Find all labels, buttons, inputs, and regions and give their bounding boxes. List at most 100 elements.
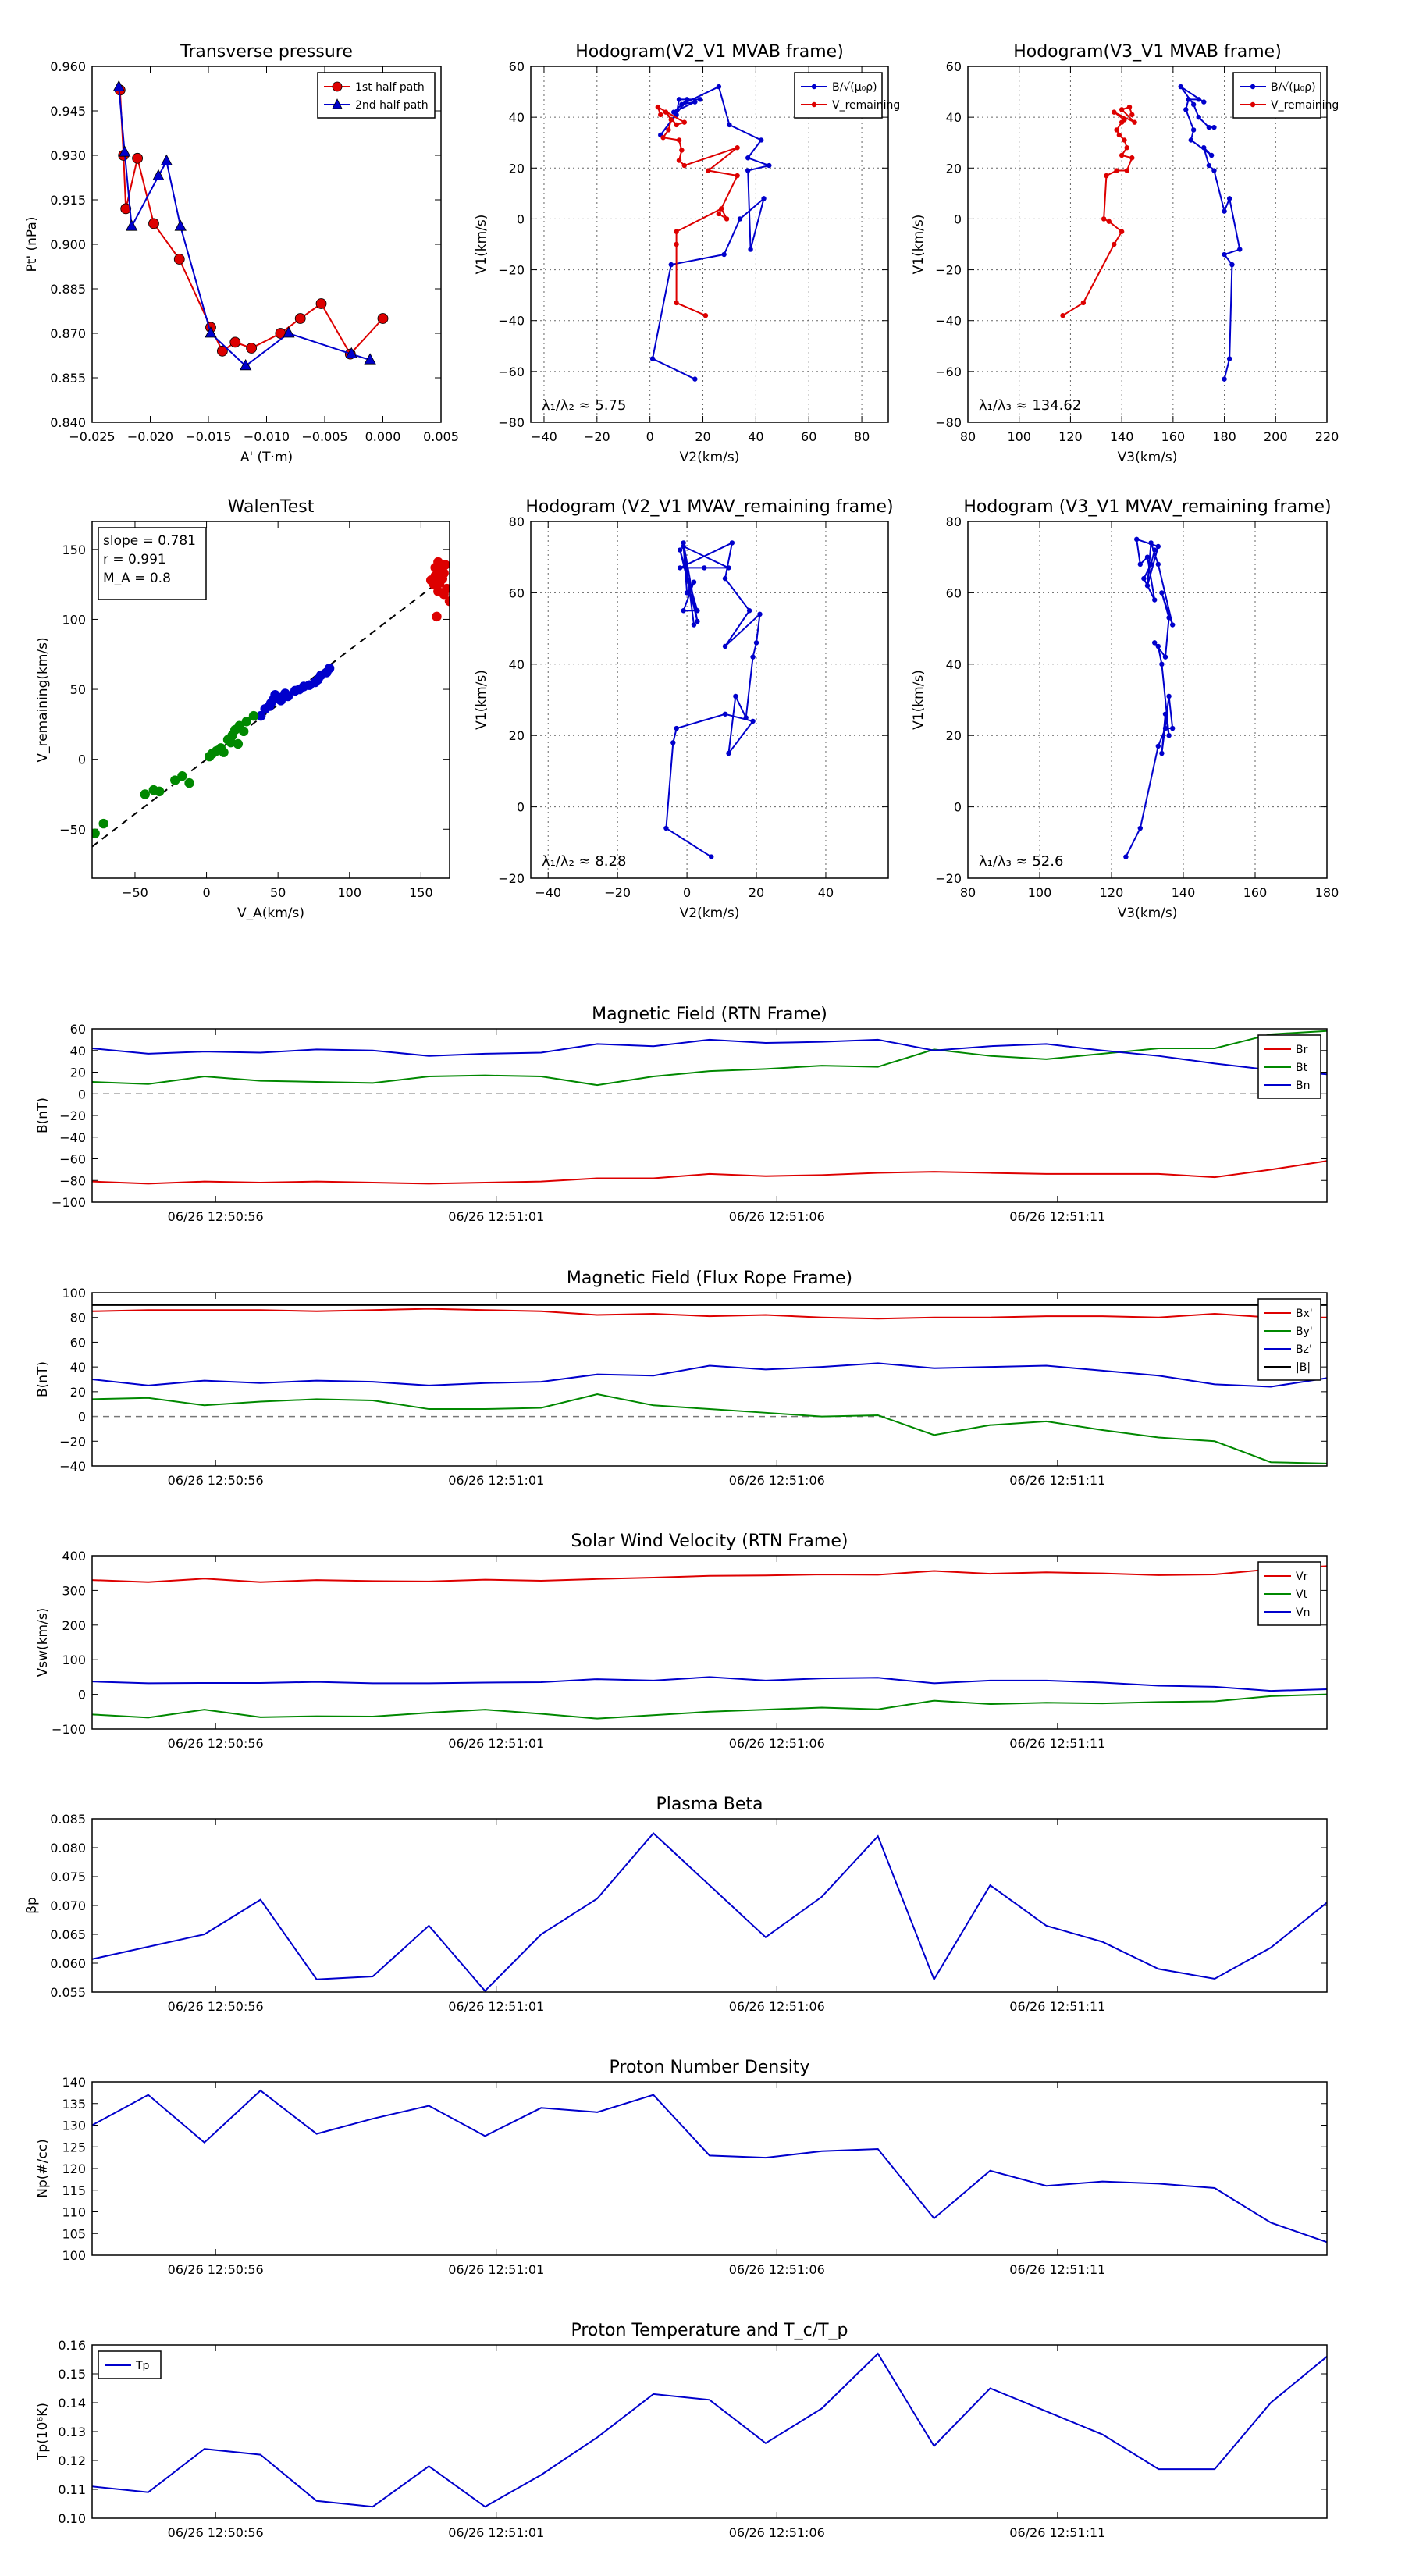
chart-title: Magnetic Field (Flux Rope Frame) [567, 1268, 852, 1288]
x-tick-label: −50 [122, 885, 148, 900]
data-point [229, 336, 241, 348]
data-point [1126, 104, 1133, 110]
x-tick-label: 06/26 12:51:06 [729, 1209, 825, 1224]
x-tick-label: 06/26 12:51:06 [729, 2262, 825, 2277]
y-tick-label: 0.065 [50, 1927, 86, 1942]
plot-frame [91, 1028, 1328, 1203]
y-tick-label: 80 [509, 514, 525, 529]
plot-area [649, 84, 772, 382]
series-line-vr [92, 1565, 1327, 1583]
plot-area [92, 557, 450, 848]
data-point [1201, 145, 1207, 151]
y-tick-label: −20 [59, 1434, 86, 1449]
plot-area [112, 80, 389, 371]
data-point [439, 568, 449, 578]
y-axis-label: V1(km/s) [474, 670, 489, 730]
y-tick-label: −40 [59, 1459, 86, 1474]
data-point [1159, 750, 1165, 756]
data-point [240, 358, 252, 371]
data-point [695, 608, 700, 614]
legend-label: 2nd half path [355, 99, 429, 112]
x-tick-label: −0.005 [301, 429, 347, 444]
data-point [743, 715, 749, 720]
chart-title: Solar Wind Velocity (RTN Frame) [571, 1532, 848, 1551]
y-tick-label: 60 [946, 59, 962, 74]
data-point [692, 99, 698, 105]
legend-marker [1250, 101, 1256, 108]
legend-marker [811, 101, 817, 108]
legend-label: Vt [1296, 1589, 1308, 1601]
x-tick-label: 20 [749, 885, 764, 900]
data-point [1141, 575, 1147, 582]
y-tick-label: 60 [509, 59, 525, 74]
x-tick-label: 06/26 12:51:06 [729, 1736, 825, 1751]
y-tick-label: 60 [70, 1335, 86, 1350]
data-point [1152, 597, 1158, 603]
y-tick-label: −60 [59, 1152, 86, 1167]
data-point [1114, 127, 1119, 133]
y-tick-label: 0.060 [50, 1956, 86, 1971]
chart-title: WalenTest [228, 497, 315, 517]
y-axis-label: V_remaining(km/s) [35, 637, 51, 762]
x-tick-label: 06/26 12:51:06 [729, 1473, 825, 1488]
x-axis-label: V3(km/s) [1118, 450, 1178, 465]
data-point [1226, 196, 1232, 201]
legend-label: Br [1296, 1044, 1308, 1056]
y-tick-label: 0.16 [58, 2338, 86, 2353]
data-point [112, 80, 125, 91]
data-point [1159, 590, 1165, 596]
x-tick-label: 06/26 12:51:01 [448, 1473, 544, 1488]
y-tick-label: 40 [946, 657, 962, 672]
y-tick-label: 20 [509, 161, 525, 176]
data-point [1124, 168, 1129, 173]
y-tick-label: 60 [946, 585, 962, 600]
data-point [1222, 208, 1227, 214]
y-tick-label: −20 [498, 263, 525, 278]
data-point [679, 148, 685, 153]
data-point [1222, 251, 1227, 258]
data-point [219, 747, 229, 757]
data-point [726, 565, 731, 571]
plot-frame [530, 521, 889, 879]
data-point [658, 112, 663, 118]
x-tick-label: −0.015 [185, 429, 231, 444]
y-tick-label: 20 [70, 1385, 86, 1400]
data-point [748, 247, 753, 252]
y-axis-label: Tp(10⁶K) [35, 2403, 51, 2461]
y-tick-label: −20 [935, 263, 962, 278]
data-point [160, 154, 173, 166]
data-point [733, 693, 738, 699]
data-point [1152, 640, 1158, 646]
data-point [173, 254, 185, 265]
data-point [727, 122, 732, 128]
plot-area [1060, 84, 1243, 382]
data-point [241, 717, 252, 727]
data-point [216, 345, 228, 357]
x-tick-label: 06/26 12:51:01 [448, 1736, 544, 1751]
data-point [1148, 561, 1154, 568]
chart-title: Hodogram(V3_V1 MVAB frame) [1013, 42, 1282, 62]
data-point [1162, 654, 1168, 660]
data-point [668, 262, 674, 268]
data-point [722, 711, 728, 717]
data-point [1114, 168, 1119, 173]
y-tick-label: 0 [954, 800, 962, 815]
plot-frame [91, 521, 450, 879]
data-point [174, 219, 187, 231]
data-point [746, 608, 752, 614]
data-point [132, 152, 144, 164]
data-point [364, 353, 376, 365]
x-tick-label: 40 [818, 885, 834, 900]
data-point [1104, 173, 1109, 179]
data-point [716, 84, 722, 90]
data-point [148, 218, 159, 229]
y-tick-label: −20 [498, 871, 525, 886]
plot-area [92, 1030, 1327, 1185]
plot-area [92, 2089, 1327, 2243]
x-tick-label: −0.025 [69, 429, 115, 444]
y-tick-label: 0.945 [50, 104, 86, 119]
x-tick-label: 200 [1264, 429, 1288, 444]
chart-title: Hodogram(V2_V1 MVAB frame) [575, 42, 844, 62]
chart-title: Hodogram (V3_V1 MVAV_remaining frame) [963, 497, 1331, 517]
y-tick-label: −20 [935, 871, 962, 886]
